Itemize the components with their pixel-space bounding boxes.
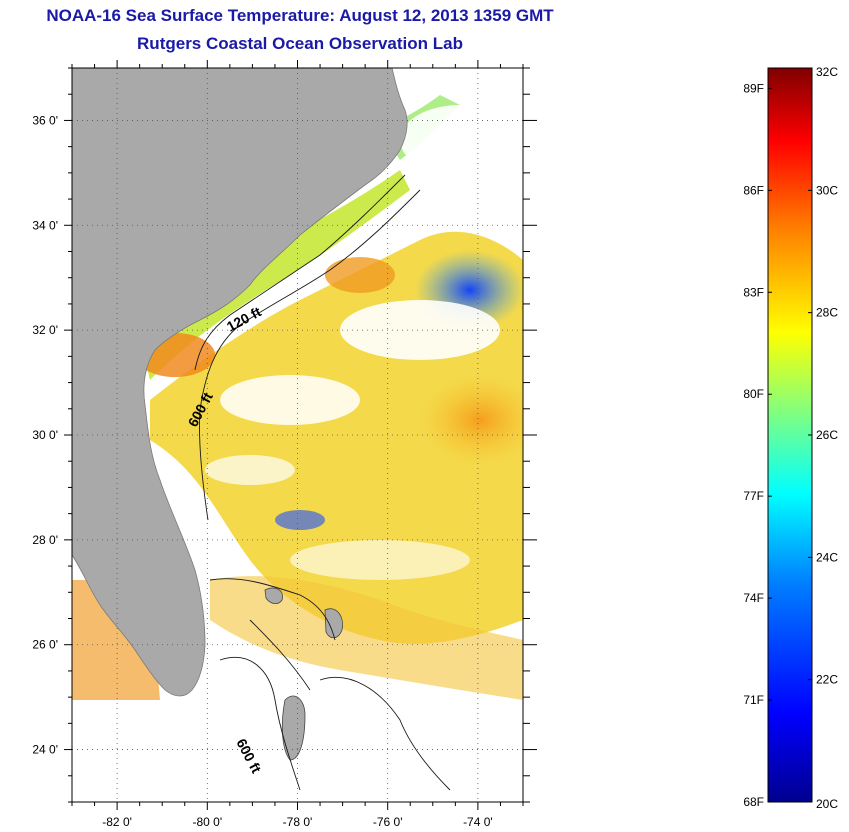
- bahamas-islands: [264, 587, 343, 761]
- celsius-label: 24C: [816, 550, 838, 564]
- colorbar: 89F 86F 83F 80F 77F 74F 71F 68F 32C 30C 28C 26C 24C…: [743, 65, 838, 811]
- fahrenheit-label: 68F: [743, 795, 764, 809]
- celsius-label: 30C: [816, 183, 838, 197]
- fahrenheit-label: 80F: [743, 387, 764, 401]
- celsius-label: 32C: [816, 65, 838, 79]
- map-title: NOAA-16 Sea Surface Temperature: August …: [46, 6, 554, 25]
- longitude-labels: -82 0' -80 0' -78 0' -76 0' -74 0': [102, 815, 492, 829]
- fahrenheit-label: 74F: [743, 591, 764, 605]
- latitude-label: 32 0': [32, 323, 58, 337]
- longitude-label: -78 0': [283, 815, 313, 829]
- longitude-label: -74 0': [463, 815, 493, 829]
- celsius-label: 26C: [816, 428, 838, 442]
- colorbar-gradient: [767, 67, 813, 803]
- fahrenheit-label: 83F: [743, 285, 764, 299]
- latitude-label: 26 0': [32, 638, 58, 652]
- celsius-label: 22C: [816, 673, 838, 687]
- celsius-label: 28C: [816, 306, 838, 320]
- fahrenheit-label: 77F: [743, 489, 764, 503]
- latitude-label: 30 0': [32, 428, 58, 442]
- fahrenheit-label: 89F: [743, 81, 764, 95]
- colorbar-celsius-labels: 32C 30C 28C 26C 24C 22C 20C: [808, 65, 838, 811]
- longitude-label: -82 0': [102, 815, 132, 829]
- latitude-labels: 36 0' 34 0' 32 0' 30 0' 28 0' 26 0' 24 0': [32, 113, 58, 756]
- depth-contours: [194, 174, 451, 791]
- celsius-label: 20C: [816, 797, 838, 811]
- latitude-label: 36 0': [32, 113, 58, 127]
- map-subtitle: Rutgers Coastal Ocean Observation Lab: [137, 34, 463, 53]
- land-mass: [72, 68, 408, 697]
- fahrenheit-label: 86F: [743, 183, 764, 197]
- longitude-label: -80 0': [192, 815, 222, 829]
- graticule: [72, 68, 523, 802]
- colorbar-fahrenheit-labels: 89F 86F 83F 80F 77F 74F 71F 68F: [743, 81, 772, 809]
- map-panel: 120 ft 600 ft 600 ft: [72, 68, 523, 802]
- fahrenheit-label: 71F: [743, 693, 764, 707]
- latitude-label: 28 0': [32, 533, 58, 547]
- longitude-label: -76 0': [373, 815, 403, 829]
- sst-data-layer: [72, 95, 523, 700]
- latitude-label: 24 0': [32, 743, 58, 757]
- latitude-label: 34 0': [32, 218, 58, 232]
- map-ticks: [64, 60, 537, 810]
